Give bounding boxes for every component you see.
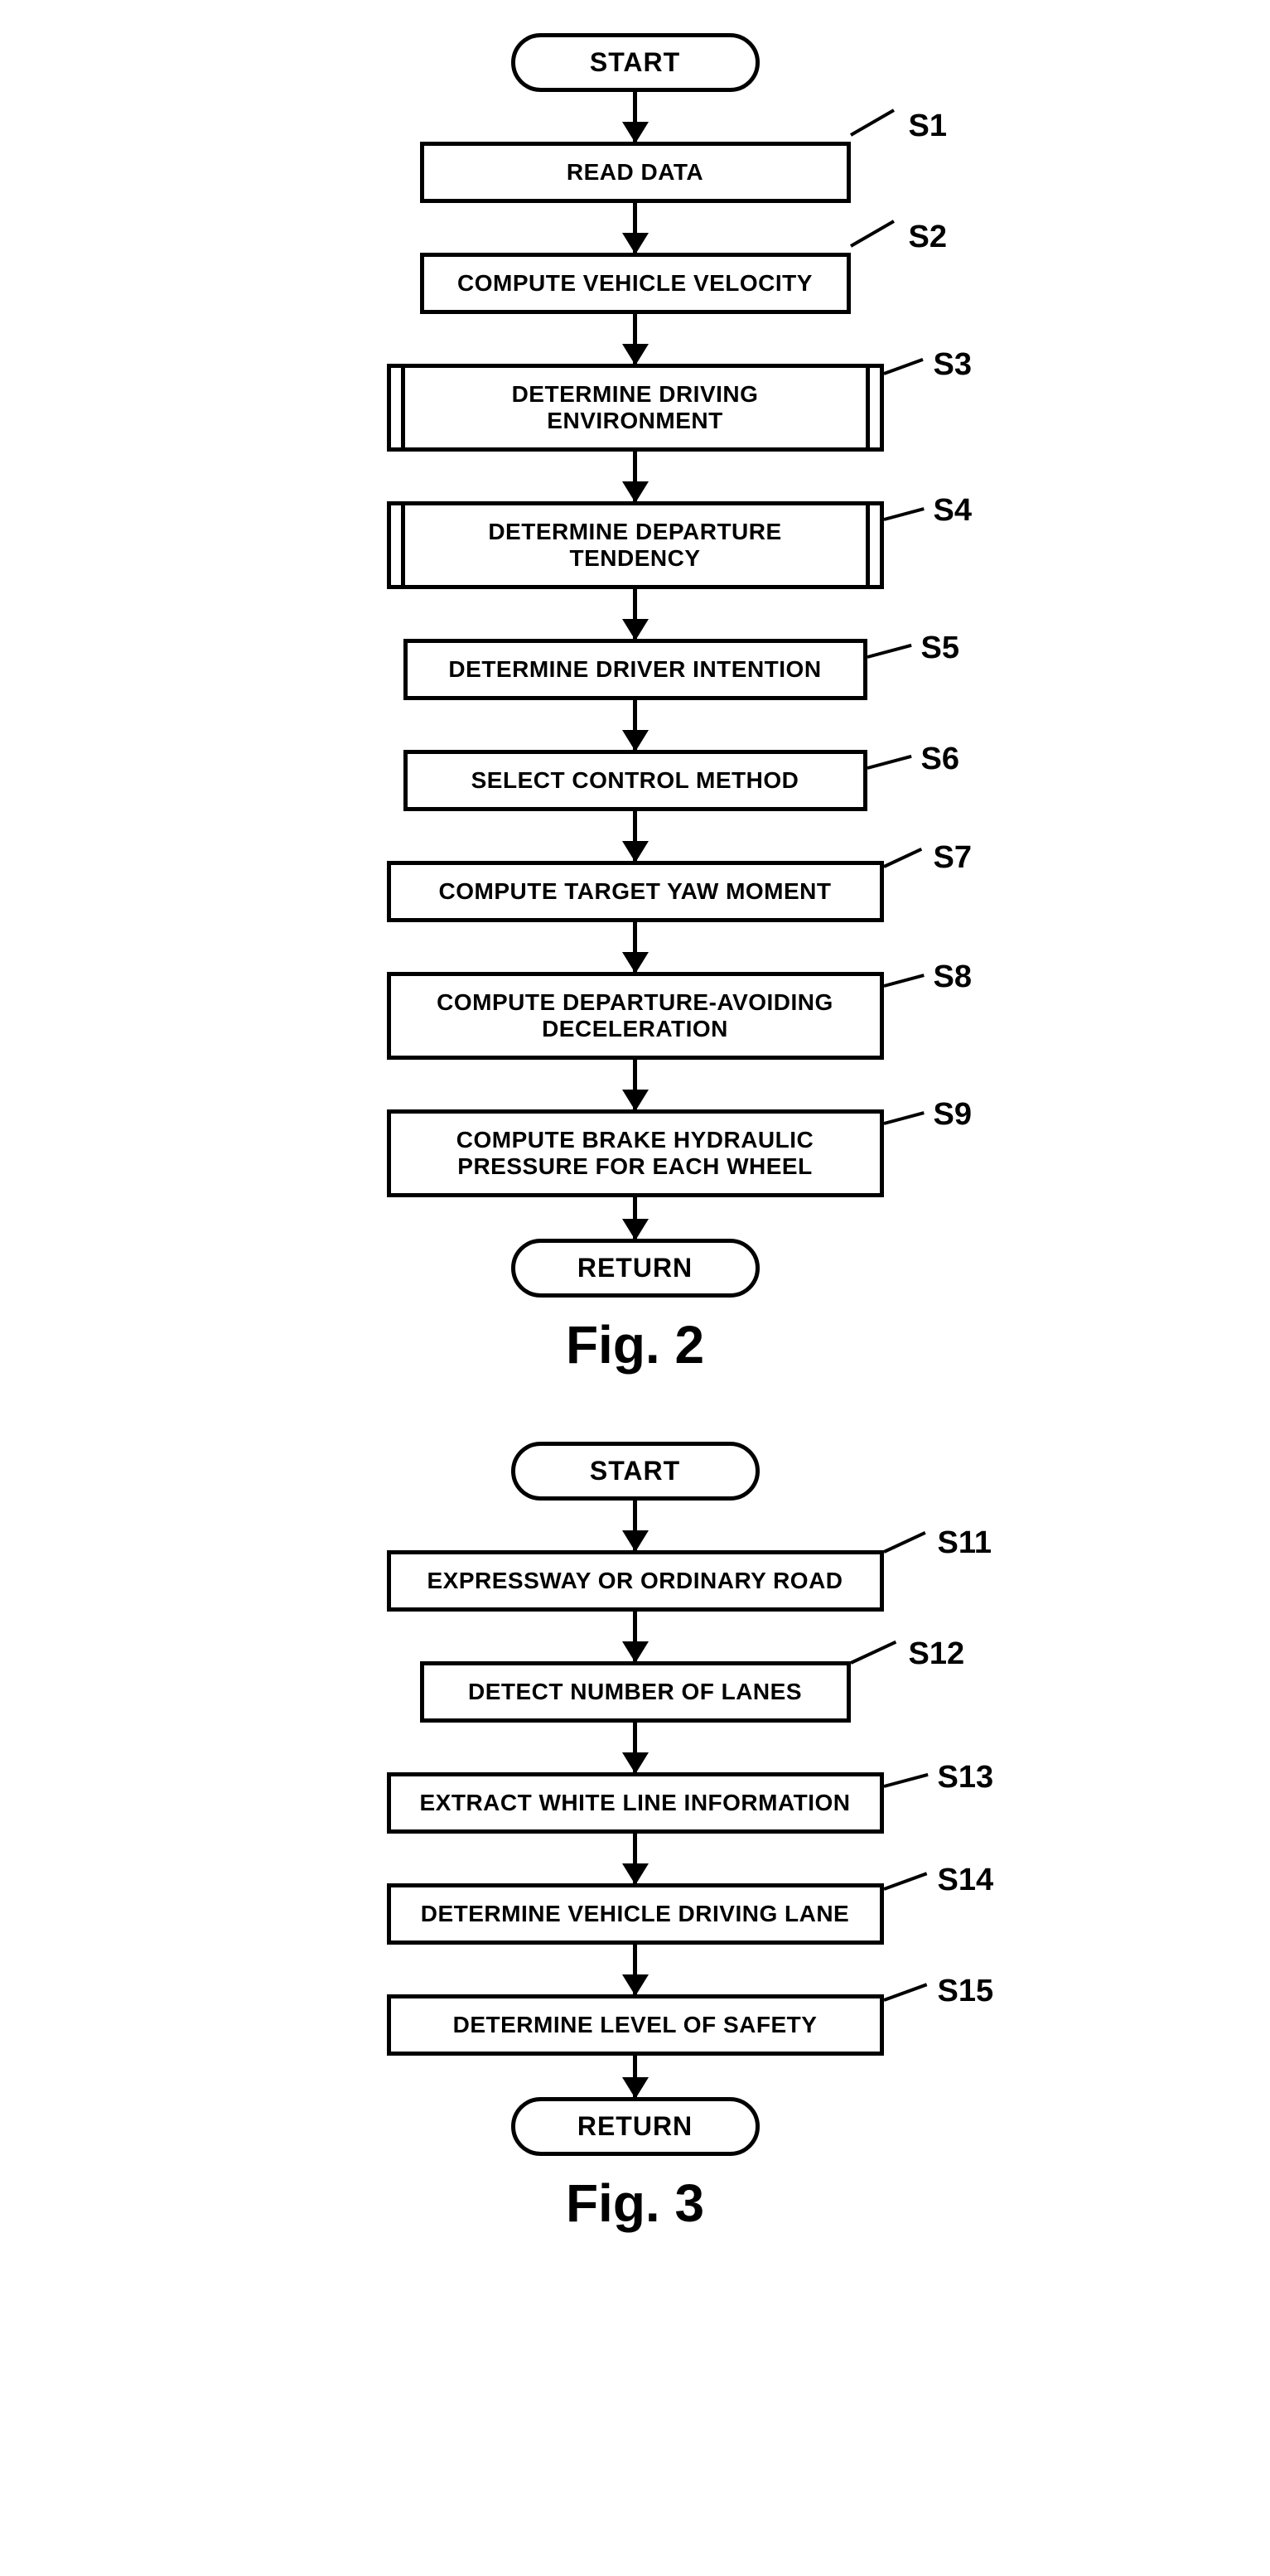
lead-line — [850, 220, 895, 247]
arrow-down — [633, 811, 637, 861]
step-label-s12: S12 — [851, 1636, 965, 1672]
subroutine-s3: DETERMINE DRIVING ENVIRONMENT — [387, 364, 884, 452]
process-s8: COMPUTE DEPARTURE-AVOIDING DECELERATION — [387, 972, 884, 1060]
process-s9: COMPUTE BRAKE HYDRAULIC PRESSURE FOR EAC… — [387, 1109, 884, 1197]
flowchart-fig3: START EXPRESSWAY OR ORDINARY ROAD S11 DETEC… — [221, 1442, 1050, 2156]
caption-fig3: Fig. 3 — [0, 2172, 1270, 2234]
step-label-s15: S15 — [884, 1974, 994, 2009]
step-id: S15 — [938, 1974, 994, 2009]
process-s11: EXPRESSWAY OR ORDINARY ROAD — [387, 1550, 884, 1612]
arrow-down — [633, 700, 637, 750]
arrow-down — [633, 2056, 637, 2097]
process-s7: COMPUTE TARGET YAW MOMENT — [387, 861, 884, 922]
step-id: S4 — [934, 493, 972, 529]
step-id: S11 — [938, 1525, 992, 1561]
step-id: S3 — [934, 347, 972, 383]
arrow-down — [633, 1060, 637, 1109]
step-id: S1 — [909, 109, 947, 144]
step-id: S13 — [938, 1760, 994, 1795]
step-id: S2 — [909, 220, 947, 255]
lead-line — [883, 507, 924, 521]
lead-line — [867, 754, 911, 769]
step-label-s6: S6 — [867, 742, 959, 777]
process-s5: DETERMINE DRIVER INTENTION — [403, 639, 867, 700]
terminal-return: RETURN — [511, 1239, 760, 1298]
arrow-down — [633, 452, 637, 501]
terminal-start: START — [511, 33, 760, 92]
step-id: S7 — [934, 840, 972, 876]
step-label-s14: S14 — [884, 1863, 994, 1898]
terminal-return: RETURN — [511, 2097, 760, 2156]
step-id: S8 — [934, 959, 972, 995]
arrow-down — [633, 1945, 637, 1994]
arrow-down — [633, 1612, 637, 1661]
step-label-s2: S2 — [851, 220, 947, 255]
flowchart-fig2: START READ DATA S1 COMPUTE VEHICLE VELOCITY… — [221, 33, 1050, 1298]
arrow-down — [633, 1834, 637, 1883]
step-label-s8: S8 — [884, 959, 972, 995]
arrow-down — [633, 1197, 637, 1239]
lead-line — [850, 109, 895, 136]
step-label-s1: S1 — [851, 109, 947, 144]
step-label-s4: S4 — [884, 493, 972, 529]
process-s14: DETERMINE VEHICLE DRIVING LANE — [387, 1883, 884, 1945]
process-s2: COMPUTE VEHICLE VELOCITY — [420, 253, 851, 314]
lead-line — [883, 358, 923, 375]
lead-line — [850, 1640, 896, 1664]
arrow-down — [633, 92, 637, 142]
step-id: S5 — [921, 631, 959, 666]
step-label-s5: S5 — [867, 631, 959, 666]
step-id: S9 — [934, 1097, 972, 1133]
step-id: S12 — [909, 1636, 965, 1672]
arrow-down — [633, 314, 637, 364]
step-label-s13: S13 — [884, 1760, 994, 1795]
terminal-start: START — [511, 1442, 760, 1501]
step-label-s3: S3 — [884, 347, 972, 383]
process-s1: READ DATA — [420, 142, 851, 203]
step-label-s9: S9 — [884, 1097, 972, 1133]
step-label-s11: S11 — [884, 1525, 992, 1561]
arrow-down — [633, 922, 637, 972]
arrow-down — [633, 1723, 637, 1772]
lead-line — [883, 848, 922, 868]
lead-line — [883, 1530, 926, 1553]
step-id: S6 — [921, 742, 959, 777]
lead-line — [883, 974, 924, 988]
arrow-down — [633, 589, 637, 639]
lead-line — [883, 1983, 927, 2002]
arrow-down — [633, 203, 637, 253]
subroutine-s4: DETERMINE DEPARTURE TENDENCY — [387, 501, 884, 589]
step-label-s7: S7 — [884, 840, 972, 876]
lead-line — [883, 1872, 927, 1891]
process-s6: SELECT CONTROL METHOD — [403, 750, 867, 811]
caption-fig2: Fig. 2 — [0, 1314, 1270, 1375]
arrow-down — [633, 1501, 637, 1550]
process-s15: DETERMINE LEVEL OF SAFETY — [387, 1994, 884, 2056]
lead-line — [883, 1111, 924, 1125]
process-s12: DETECT NUMBER OF LANES — [420, 1661, 851, 1723]
lead-line — [867, 643, 911, 658]
process-s13: EXTRACT WHITE LINE INFORMATION — [387, 1772, 884, 1834]
step-id: S14 — [938, 1863, 994, 1898]
lead-line — [883, 1772, 928, 1787]
